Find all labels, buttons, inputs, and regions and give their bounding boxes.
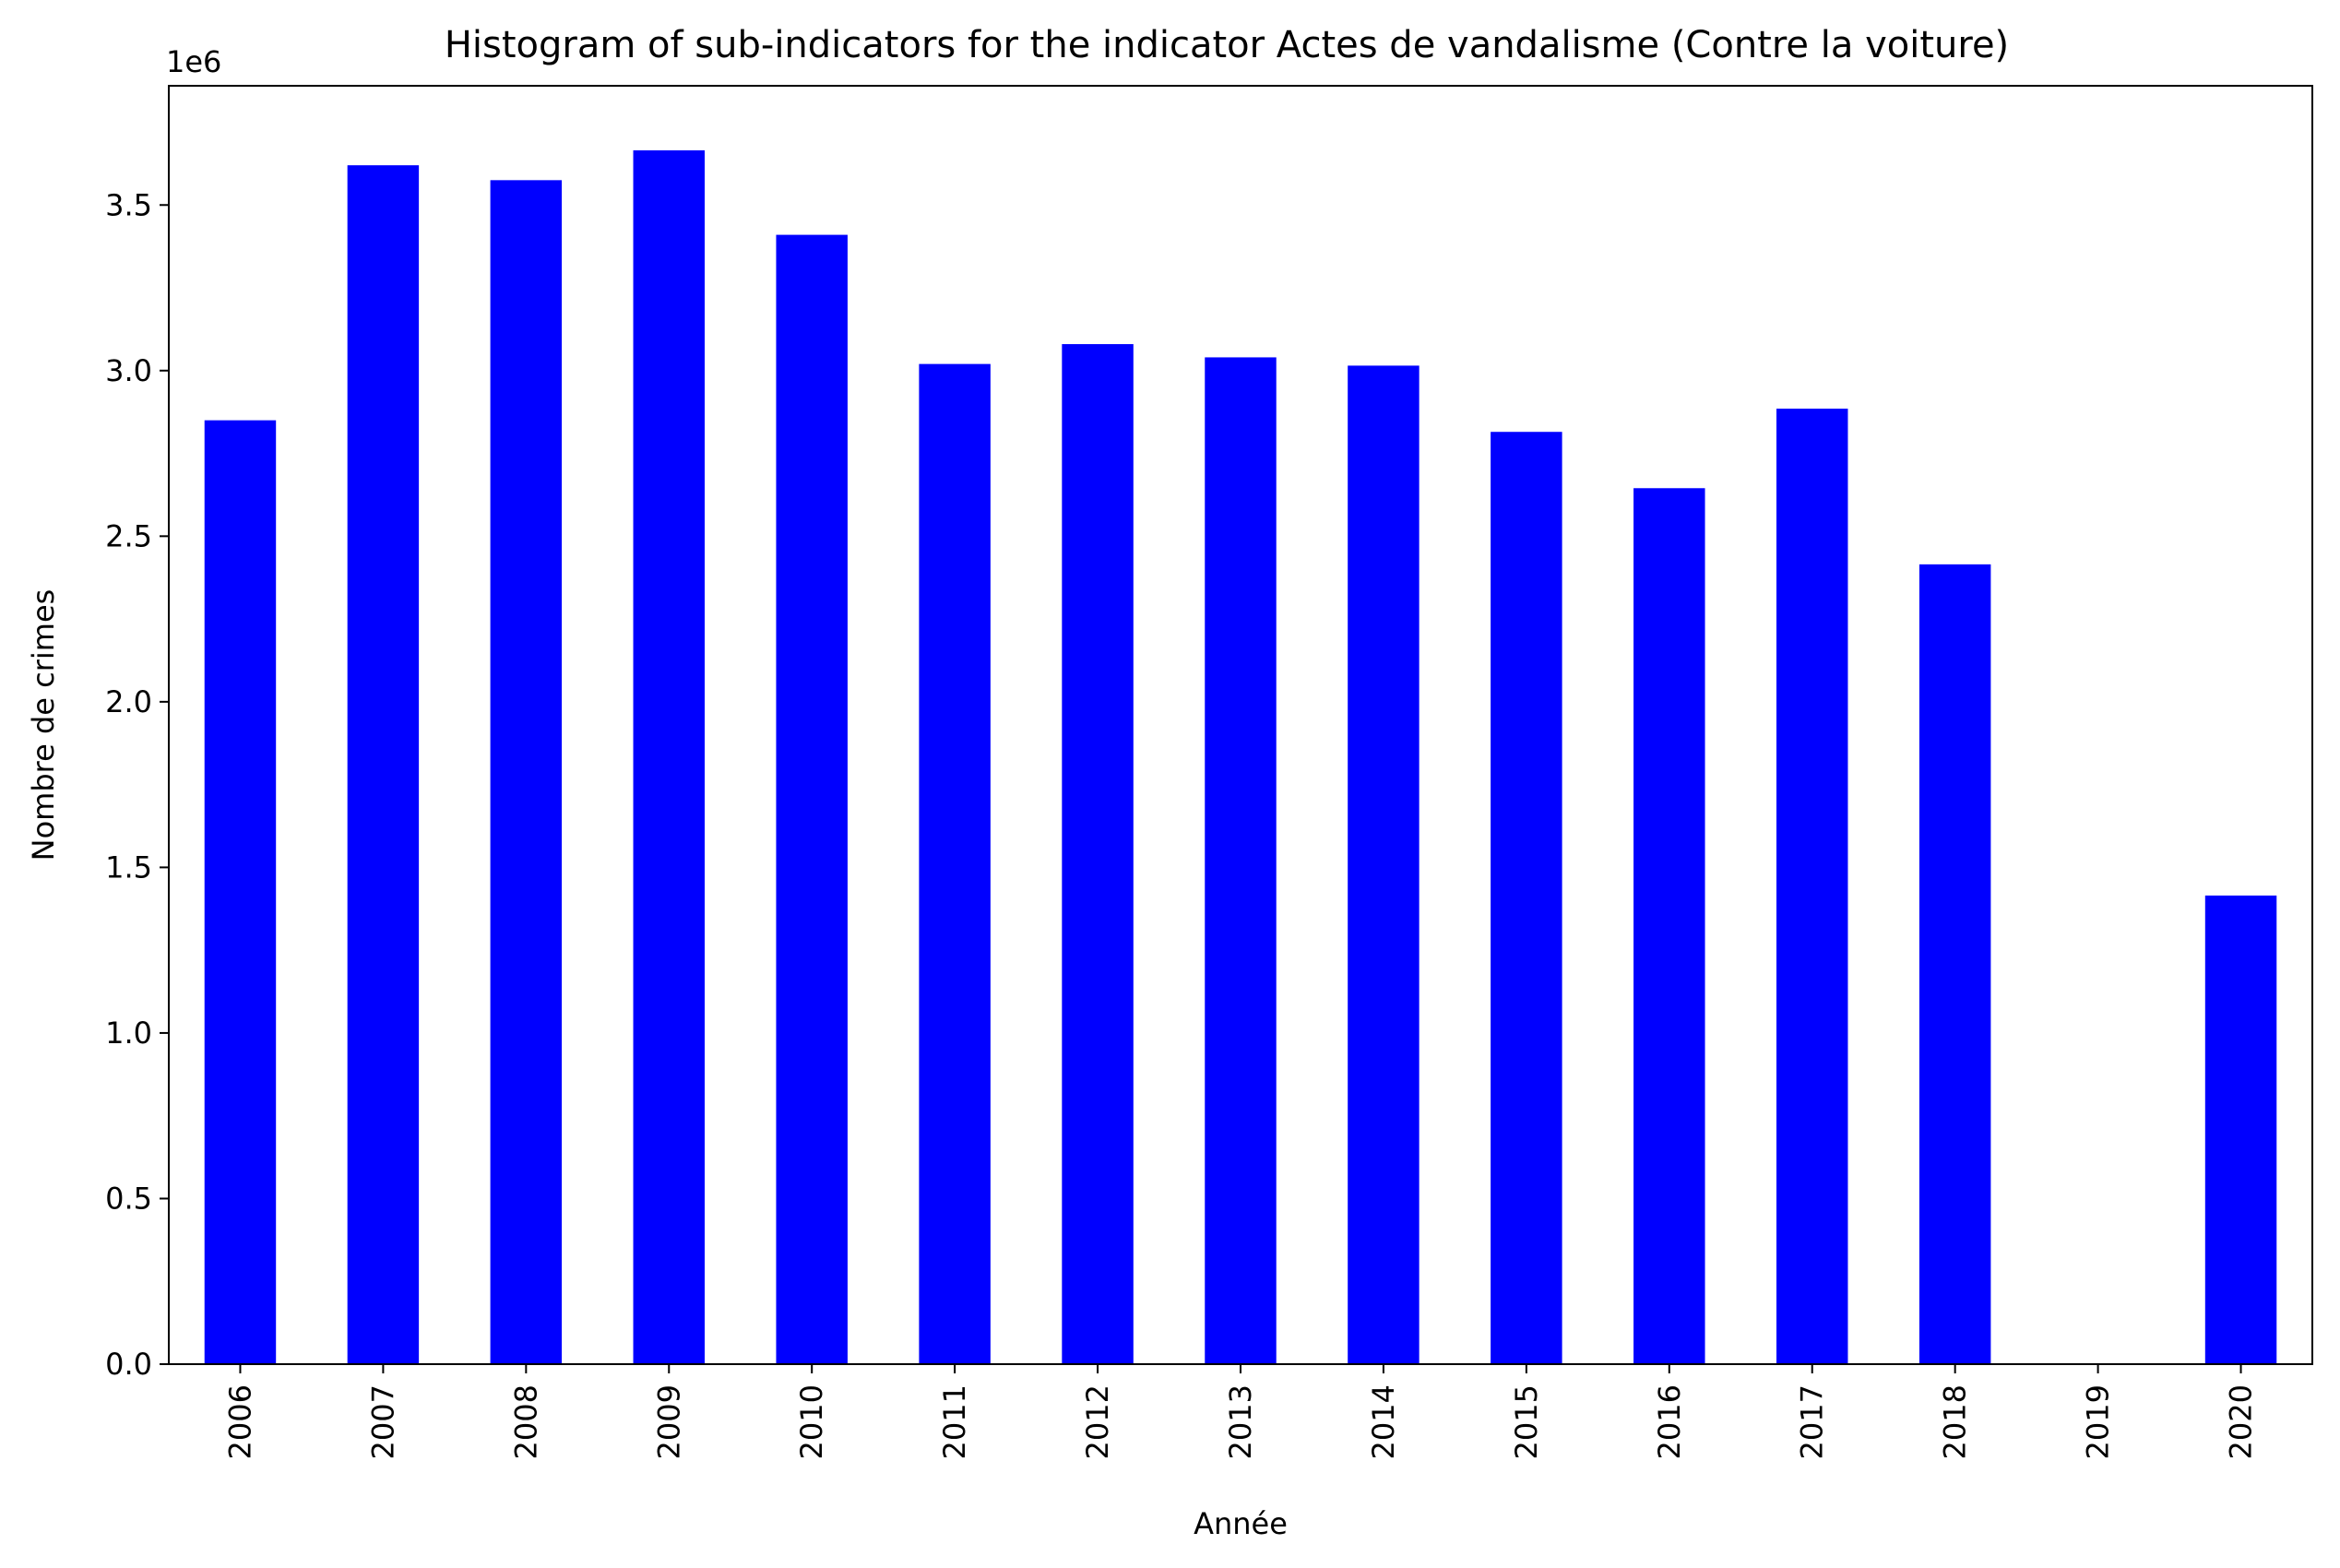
y-tick-label: 0.5 — [105, 1181, 152, 1216]
bar-2013 — [1205, 357, 1277, 1364]
y-tick-label: 1.5 — [105, 849, 152, 885]
bar-2017 — [1776, 409, 1848, 1364]
y-axis-offset-label: 1e6 — [166, 44, 221, 79]
bar-2016 — [1633, 488, 1705, 1364]
y-tick-label: 2.0 — [105, 684, 152, 719]
x-tick-label: 2008 — [508, 1384, 543, 1459]
x-tick-label: 2016 — [1652, 1384, 1687, 1459]
y-tick-label: 3.0 — [105, 353, 152, 388]
x-tick-label: 2011 — [937, 1384, 972, 1459]
x-tick-label: 2014 — [1366, 1384, 1401, 1459]
x-tick-label: 2010 — [794, 1384, 829, 1459]
bar-2012 — [1062, 344, 1134, 1365]
y-axis-label: Nombre de crimes — [26, 589, 61, 861]
x-tick-label: 2020 — [2224, 1384, 2259, 1459]
bar-2011 — [919, 363, 991, 1364]
y-tick-label: 1.0 — [105, 1016, 152, 1051]
x-tick-label: 2013 — [1223, 1384, 1258, 1459]
bar-2006 — [204, 420, 277, 1364]
chart-title: Histogram of sub-indicators for the indi… — [445, 24, 2009, 66]
x-tick-label: 2006 — [222, 1384, 257, 1459]
bar-2018 — [1918, 564, 1991, 1364]
y-tick-label: 0.0 — [105, 1347, 152, 1382]
x-tick-label: 2009 — [651, 1384, 686, 1459]
x-tick-label: 2018 — [1938, 1384, 1973, 1459]
y-tick-label: 3.5 — [105, 187, 152, 222]
x-tick-label: 2007 — [365, 1384, 400, 1459]
bar-2008 — [490, 180, 563, 1364]
x-tick-label: 2015 — [1509, 1384, 1544, 1459]
x-tick-label: 2019 — [2081, 1384, 2116, 1459]
bar-2010 — [776, 234, 848, 1364]
bar-2014 — [1348, 365, 1419, 1365]
x-axis-label: Année — [1194, 1506, 1288, 1541]
x-tick-label: 2012 — [1080, 1384, 1115, 1459]
bar-2020 — [2204, 895, 2277, 1364]
plot-area — [204, 150, 2277, 1365]
bar-2007 — [347, 165, 420, 1365]
bar-2015 — [1491, 432, 1562, 1364]
bar-2009 — [633, 150, 705, 1365]
x-tick-label: 2017 — [1795, 1384, 1830, 1459]
y-tick-label: 2.5 — [105, 518, 152, 553]
